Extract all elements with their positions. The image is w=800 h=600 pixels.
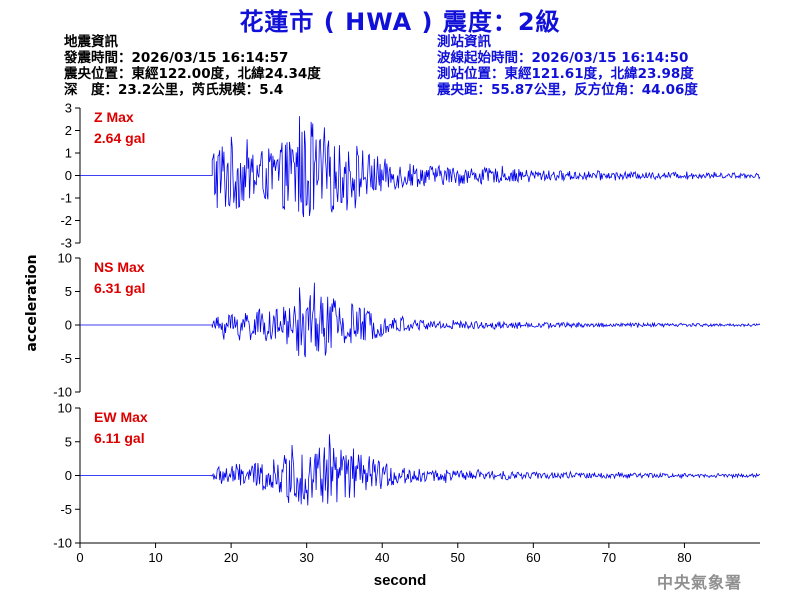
y-tick-label: -2 <box>60 213 72 228</box>
y-tick-label: -5 <box>60 502 72 517</box>
trace-ns <box>80 282 761 358</box>
x-tick-label: 0 <box>76 550 83 565</box>
y-tick-label: -5 <box>60 351 72 366</box>
earthquake-info: 地震資訊 發震時間：2026/03/15 16:14:57 震央位置：東經122… <box>64 34 321 98</box>
earthquake-info-heading: 地震資訊 <box>64 34 118 50</box>
max-value-ns: 6.31 gal <box>94 280 145 296</box>
x-tick-label: 60 <box>526 550 540 565</box>
depth-magnitude: 深 度：23.2公里，芮氏規模：5.4 <box>64 82 284 98</box>
x-tick-label: 30 <box>299 550 313 565</box>
agency-watermark: 中央氣象署 <box>657 573 743 592</box>
y-tick-label: 10 <box>58 251 72 266</box>
max-label-ew: EW Max <box>94 409 148 425</box>
y-tick-label: -1 <box>60 191 72 206</box>
y-tick-label: 0 <box>65 468 72 483</box>
epicenter: 震央位置：東經122.00度，北緯24.34度 <box>64 66 321 82</box>
x-tick-label: 10 <box>148 550 162 565</box>
distance-azimuth: 震央距：55.87公里，反方位角：44.06度 <box>437 82 698 98</box>
y-tick-label: 5 <box>65 434 72 449</box>
y-tick-label: -10 <box>53 385 72 400</box>
y-tick-label: 1 <box>65 146 72 161</box>
station-info-heading: 測站資訊 <box>437 34 491 50</box>
y-tick-label: 5 <box>65 284 72 299</box>
x-tick-label: 20 <box>224 550 238 565</box>
max-label-ns: NS Max <box>94 259 145 275</box>
chart-title: 花蓮市 ( HWA ) 震度：2級 <box>239 8 561 36</box>
origin-time: 發震時間：2026/03/15 16:14:57 <box>64 50 289 66</box>
max-value-z: 2.64 gal <box>94 130 145 146</box>
max-value-ew: 6.11 gal <box>94 430 145 446</box>
x-tick-label: 70 <box>602 550 616 565</box>
station-location: 測站位置：東經121.61度，北緯23.98度 <box>437 66 694 82</box>
trace-z <box>80 116 761 218</box>
station-info: 測站資訊 波線起始時間：2026/03/15 16:14:50 測站位置：東經1… <box>437 34 698 98</box>
trace-ew <box>80 434 761 506</box>
x-tick-label: 40 <box>375 550 389 565</box>
y-tick-label: -3 <box>60 236 72 251</box>
y-tick-label: 2 <box>65 123 72 138</box>
x-tick-label: 50 <box>451 550 465 565</box>
y-tick-label: 10 <box>58 401 72 416</box>
max-label-z: Z Max <box>94 109 134 125</box>
wave-start-time: 波線起始時間：2026/03/15 16:14:50 <box>437 50 689 66</box>
y-tick-label: 0 <box>65 318 72 333</box>
y-tick-label: 3 <box>65 101 72 116</box>
x-axis-label: second <box>374 572 427 589</box>
x-tick-label: 80 <box>677 550 691 565</box>
y-tick-label: 0 <box>65 168 72 183</box>
y-tick-label: -10 <box>53 536 72 551</box>
